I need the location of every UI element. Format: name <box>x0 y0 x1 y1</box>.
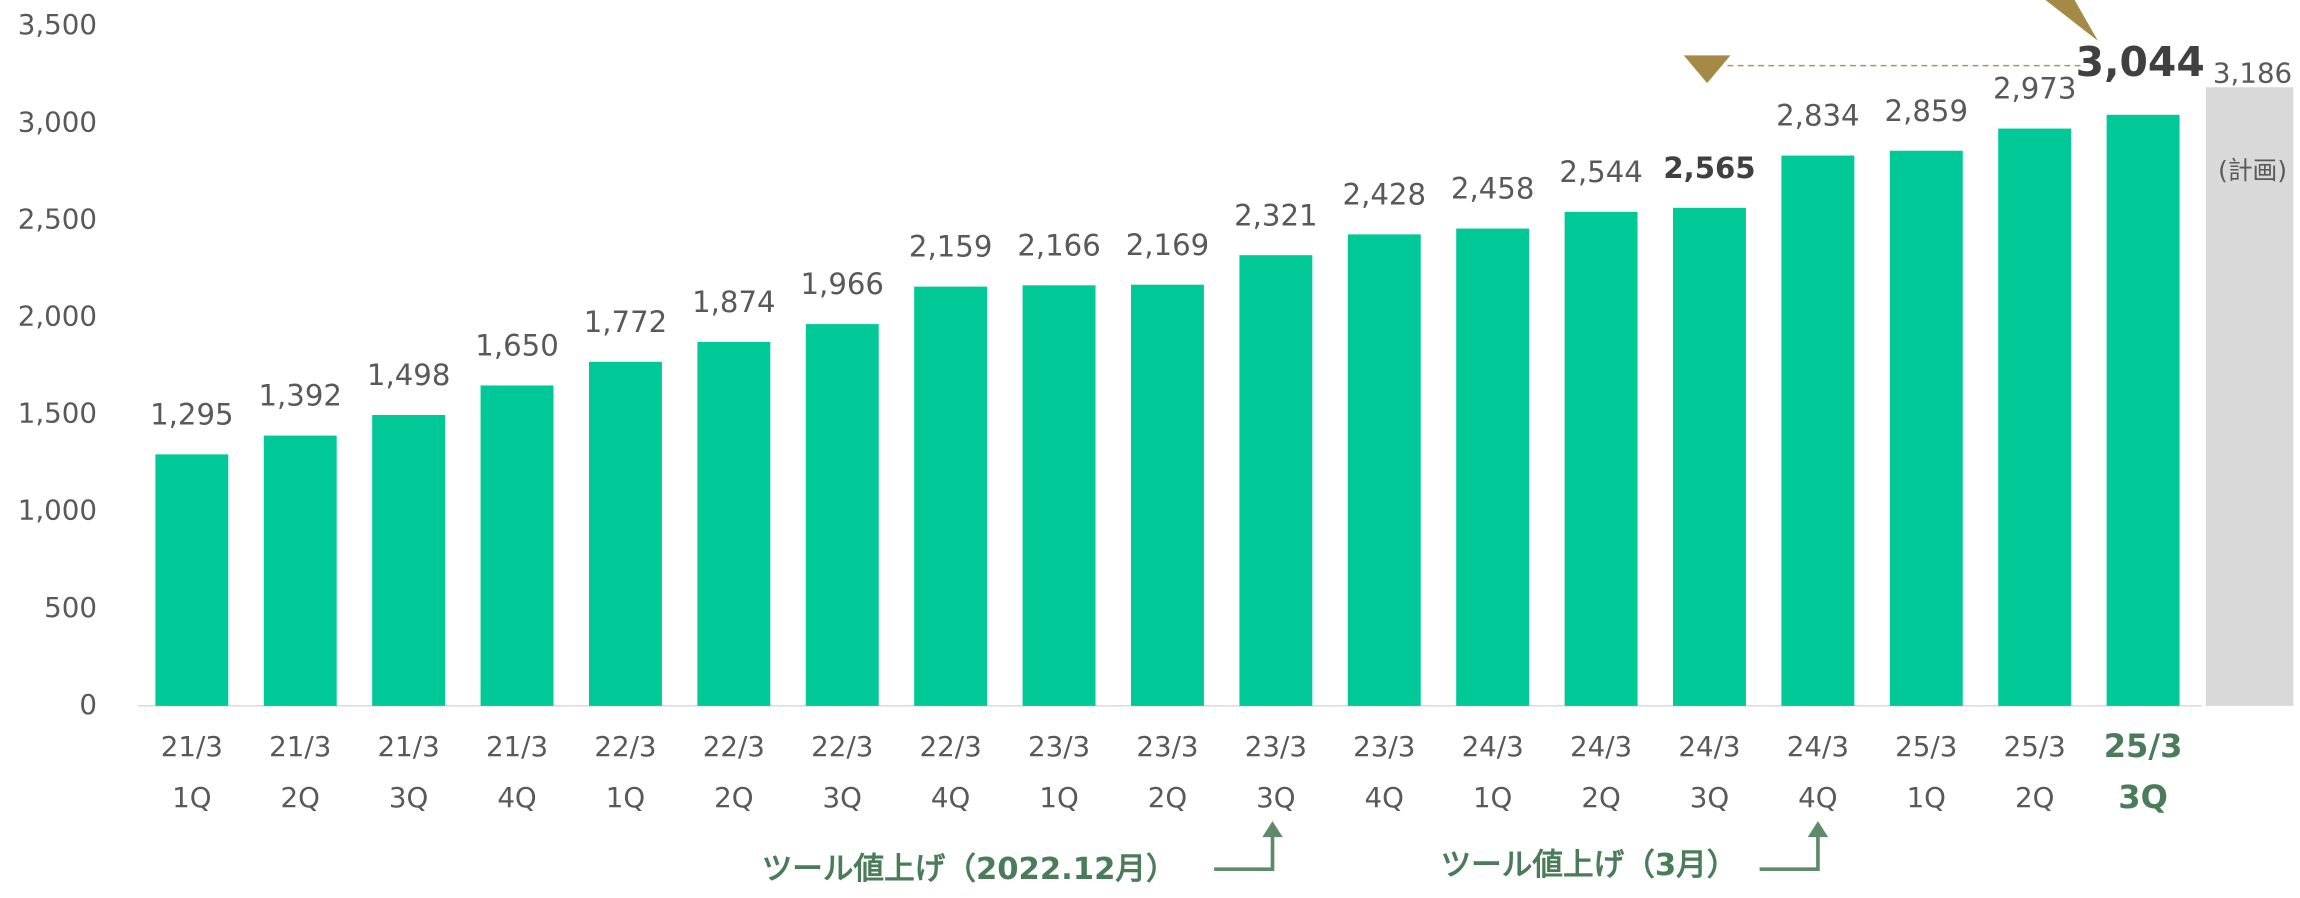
x-tick-label: 3Q <box>1256 781 1295 814</box>
x-tick-label: 1Q <box>606 781 645 814</box>
x-tick-label: 22/3 <box>703 730 765 763</box>
y-tick-label: 2,000 <box>18 300 97 333</box>
x-tick-label: 22/3 <box>811 730 873 763</box>
x-tick-label: 23/3 <box>1353 730 1415 763</box>
x-tick-label: 22/3 <box>920 730 982 763</box>
x-tick-label: 23/3 <box>1245 730 1307 763</box>
value-label: 2,166 <box>1017 228 1100 262</box>
value-label: 2,834 <box>1776 99 1859 133</box>
x-tick-label: 3Q <box>389 781 428 814</box>
x-tick-label: 23/3 <box>1136 730 1198 763</box>
bar <box>2106 114 2180 706</box>
x-tick-label: 21/3 <box>486 730 548 763</box>
y-tick-label: 3,500 <box>18 8 97 41</box>
x-tick-label: 24/3 <box>1678 730 1740 763</box>
bar <box>914 286 988 706</box>
bar <box>1347 234 1421 706</box>
arrow <box>1214 834 1275 872</box>
value-label: 1,295 <box>150 397 233 431</box>
x-tick-label: 21/3 <box>269 730 331 763</box>
arrow <box>1759 834 1820 872</box>
x-tick-label: 23/3 <box>1028 730 1090 763</box>
x-tick-label: 25/3 <box>2004 730 2066 763</box>
value-label: 1,392 <box>258 379 341 413</box>
x-tick-label: 2Q <box>1148 781 1187 814</box>
x-tick-label: 22/3 <box>594 730 656 763</box>
x-tick-label: 3Q <box>823 781 862 814</box>
bar <box>1889 150 1963 706</box>
x-tick-label: 3Q <box>2118 778 2168 816</box>
plan-value-label: 3,186 <box>2213 56 2292 89</box>
x-tick-label: 4Q <box>1798 781 1837 814</box>
value-label: 2,159 <box>909 230 992 264</box>
x-tick-label: 25/3 <box>2104 727 2183 765</box>
value-label: 2,169 <box>1126 228 1209 262</box>
bar <box>1130 284 1204 706</box>
bar <box>697 341 771 706</box>
bar <box>588 361 662 706</box>
x-tick-label: 2Q <box>1581 781 1620 814</box>
marker <box>2045 0 2098 41</box>
x-tick-label: 1Q <box>1907 781 1946 814</box>
x-tick-label: 4Q <box>497 781 536 814</box>
annotation: ツール値上げ（2022.12月） <box>762 852 1177 887</box>
bar <box>1239 255 1313 706</box>
value-label: 2,321 <box>1234 198 1317 232</box>
value-label: 3,044 <box>2076 38 2205 86</box>
x-tick-label: 24/3 <box>1462 730 1524 763</box>
x-tick-label: 1Q <box>1039 781 1078 814</box>
value-label: 2,458 <box>1451 172 1534 206</box>
x-tick-label: 2Q <box>281 781 320 814</box>
bar <box>805 324 879 706</box>
x-tick-label: 4Q <box>931 781 970 814</box>
y-tick-label: 1,000 <box>18 494 97 527</box>
y-tick-label: 2,500 <box>18 202 97 235</box>
value-label: 1,650 <box>475 329 558 363</box>
bar <box>1022 285 1096 706</box>
x-tick-label: 21/3 <box>378 730 440 763</box>
x-tick-label: 24/3 <box>1570 730 1632 763</box>
x-tick-label: 2Q <box>714 781 753 814</box>
y-tick-label: 0 <box>79 688 97 721</box>
y-tick-label: 3,000 <box>18 105 97 138</box>
bar <box>1998 128 2072 706</box>
x-tick-label: 25/3 <box>1895 730 1957 763</box>
x-tick-label: 1Q <box>172 781 211 814</box>
value-label: 2,859 <box>1885 94 1968 128</box>
value-label: 1,966 <box>801 267 884 301</box>
x-tick-label: 3Q <box>1690 781 1729 814</box>
bar <box>155 454 229 706</box>
bar <box>1456 228 1530 706</box>
x-tick-label: 2Q <box>2015 781 2054 814</box>
value-label: 2,973 <box>1993 72 2076 106</box>
value-label: 2,428 <box>1343 177 1426 211</box>
plan-label: (計画) <box>2218 156 2287 185</box>
x-tick-label: 1Q <box>1473 781 1512 814</box>
x-tick-label: 24/3 <box>1787 730 1849 763</box>
annotation: ツール値上げ（3月） <box>1441 848 1738 883</box>
bar <box>1564 211 1638 706</box>
arrow-head <box>1807 821 1829 838</box>
y-tick-label: 500 <box>44 591 97 624</box>
bar <box>1781 155 1855 706</box>
arrow-head <box>1262 821 1283 838</box>
value-label: 1,874 <box>692 285 775 319</box>
bar <box>372 414 446 706</box>
marker <box>1683 55 1731 84</box>
y-tick-label: 1,500 <box>18 397 97 430</box>
bar <box>263 435 337 706</box>
value-label: 2,565 <box>1663 151 1755 185</box>
value-label: 2,544 <box>1559 155 1642 189</box>
bar <box>1673 207 1746 706</box>
plan-bar <box>2205 87 2294 706</box>
x-tick-label: 4Q <box>1365 781 1404 814</box>
value-label: 1,498 <box>367 358 450 392</box>
value-label: 1,772 <box>584 305 667 339</box>
x-tick-label: 21/3 <box>161 730 223 763</box>
bar <box>480 385 554 706</box>
